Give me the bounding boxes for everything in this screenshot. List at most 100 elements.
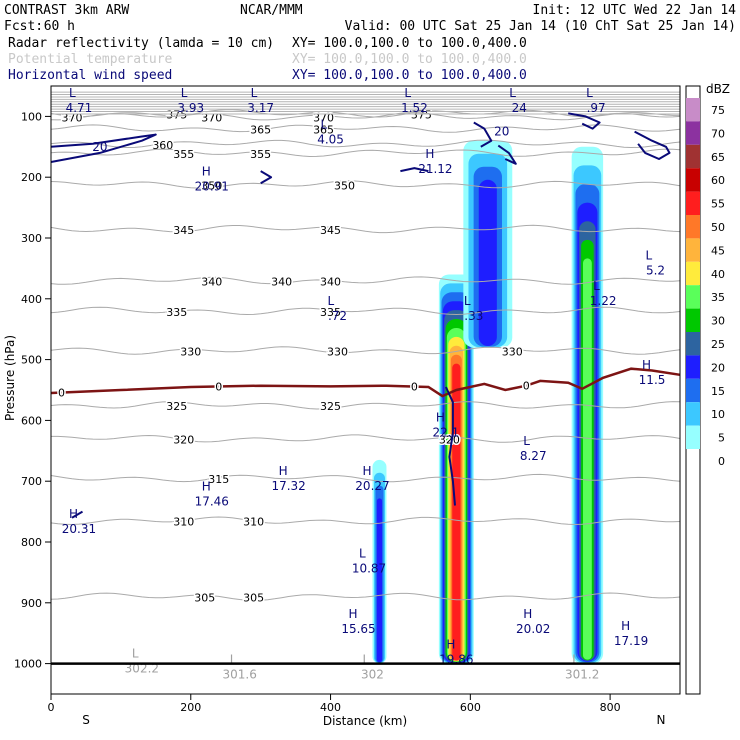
init-time: Init: 12 UTC Wed 22 Jan 14 — [533, 3, 737, 18]
theta-contour — [50, 124, 681, 133]
theta-contour-label: 325 — [166, 400, 187, 413]
extremum-marker: L — [321, 118, 328, 132]
extremum-marker: H — [642, 358, 651, 372]
theta-contour-label: 340 — [320, 276, 341, 289]
extremum-value: 5.2 — [646, 263, 665, 277]
extremum-value: 21.12 — [418, 162, 452, 176]
extremum-marker: L — [362, 653, 369, 667]
extremum-value: 20.31 — [62, 522, 96, 536]
theta-contour-label: 345 — [173, 224, 194, 237]
extremum-marker: H — [621, 619, 630, 633]
colorbar-unit: dBZ — [706, 82, 730, 96]
freezing-level-label: 0 — [523, 380, 530, 393]
theta-contour-label: 355 — [173, 148, 194, 161]
extremum-value: 20.27 — [355, 479, 389, 493]
y-tick-label: 600 — [21, 414, 42, 427]
extremum-marker: L — [132, 647, 139, 661]
theta-contour-label: 365 — [250, 124, 271, 137]
colorbar-swatch — [686, 98, 700, 122]
extremum-marker: L — [251, 86, 258, 100]
theta-contour — [50, 109, 680, 118]
theta-contour-label: 340 — [201, 276, 222, 289]
extremum-value: .33 — [464, 309, 483, 323]
theta-contour-label: 325 — [320, 400, 341, 413]
colorbar-swatch — [686, 402, 700, 426]
extremum-value: 15.65 — [341, 622, 375, 636]
extremum-marker: H — [69, 507, 78, 521]
x-end-left: S — [82, 713, 90, 727]
y-tick-label: 900 — [21, 597, 42, 610]
y-tick-label: 1000 — [14, 658, 42, 671]
extremum-marker: H — [523, 607, 532, 621]
colorbar-level-label: 50 — [711, 221, 725, 234]
x-tick-label: 0 — [48, 701, 55, 714]
y-tick-label: 300 — [21, 232, 42, 245]
wind-contour — [400, 167, 429, 173]
y-tick-label: 200 — [21, 171, 42, 184]
theta-contour-label: 315 — [208, 473, 229, 486]
theta-contour — [50, 516, 681, 526]
freezing-level-line — [50, 367, 681, 398]
extremum-marker: H — [202, 479, 211, 493]
x-tick-label: 800 — [600, 701, 621, 714]
x-axis-label: Distance (km) — [323, 714, 407, 728]
theta-contour-label: 355 — [250, 148, 271, 161]
extremum-value: 302.2 — [125, 662, 159, 676]
colorbar-swatch — [686, 121, 700, 145]
colorbar-level-label: 5 — [718, 432, 725, 445]
colorbar-swatch — [686, 168, 700, 192]
wind-contour — [568, 112, 601, 130]
y-axis-label: Pressure (hPa) — [3, 335, 17, 421]
extremum-marker: H — [279, 464, 288, 478]
colorbar-swatch — [686, 261, 700, 286]
colorbar-level-label: 10 — [711, 408, 725, 421]
extremum-value: .97 — [587, 101, 606, 115]
theta-contour-label: 310 — [243, 516, 264, 529]
extremum-marker: H — [202, 164, 211, 178]
theta-contour — [50, 224, 681, 234]
field-name: Horizontal wind speed — [8, 68, 172, 83]
theta-contour-label: 330 — [180, 345, 201, 358]
wind-contour-label: 20 — [92, 140, 107, 154]
colorbar-swatch — [686, 332, 700, 356]
theta-contour-label: 305 — [243, 592, 264, 605]
wind-contour — [444, 386, 456, 506]
theta-contour-label: 370 — [201, 111, 222, 124]
colorbar-swatch — [686, 308, 700, 332]
x-tick-label: 400 — [320, 701, 341, 714]
theta-contour-label: 340 — [271, 276, 292, 289]
reflectivity-band — [376, 498, 383, 663]
extremum-value: 3.17 — [247, 101, 274, 115]
theta-contour-label: 305 — [194, 592, 215, 605]
extremum-value: 24 — [512, 101, 527, 115]
plot-frame — [50, 85, 681, 695]
colorbar-level-label: 15 — [711, 385, 725, 398]
theta-contour — [50, 346, 681, 355]
colorbar-swatch — [686, 144, 700, 169]
wind-contour — [473, 121, 493, 148]
model-title: CONTRAST 3km ARW — [4, 3, 129, 18]
extremum-value: 17.46 — [195, 494, 229, 508]
field-extent: XY= 100.0,100.0 to 100.0,400.0 — [292, 68, 527, 83]
theta-contour — [50, 276, 681, 285]
colorbar-level-label: 65 — [711, 151, 725, 164]
extremum-value: .72 — [328, 309, 347, 323]
extremum-marker: H — [425, 147, 434, 161]
theta-contour-label: 335 — [166, 306, 187, 319]
colorbar-level-label: 25 — [711, 338, 725, 351]
x-end-right: N — [657, 713, 666, 727]
extremum-value: 301.2 — [565, 668, 599, 682]
valid-time: Valid: 00 UTC Sat 25 Jan 14 (10 ChT Sat … — [345, 19, 736, 34]
wind-contour — [260, 170, 273, 185]
extremum-marker: H — [362, 464, 371, 478]
theta-contour-label: 345 — [320, 224, 341, 237]
extremum-value: 1.52 — [401, 101, 428, 115]
colorbar-swatch — [686, 355, 700, 379]
extremum-marker: H — [446, 637, 455, 651]
